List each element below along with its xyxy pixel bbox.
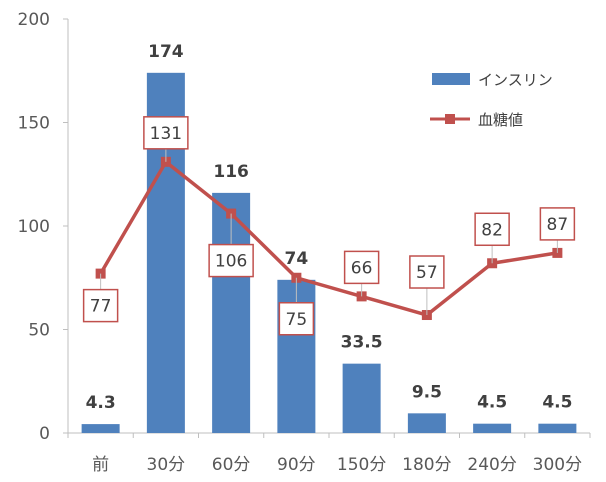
data-labels: 4.3 174 116 74 33.5 9.5 4.5 4.5 77 131 106 75 66 57 82… [82, 42, 576, 413]
x-tick-label: 90分 [277, 455, 316, 475]
y-tick-label: 0 [39, 424, 50, 444]
x-tick-label: 30分 [147, 455, 186, 475]
bar [81, 424, 120, 433]
x-tick-label: 60分 [212, 455, 251, 475]
line-value-box [539, 207, 576, 241]
line-value-box [343, 250, 380, 285]
line-value-box [278, 302, 315, 336]
line-value-label: 77 [90, 297, 112, 317]
x-tick-label: 300分 [533, 455, 582, 475]
legend-label-bar: インスリン [478, 71, 553, 89]
x-tick-label: 前 [92, 455, 109, 475]
bar-value-label: 4.3 [86, 393, 116, 413]
bar-value-label: 174 [148, 42, 184, 62]
legend-label-line: 血糖値 [478, 111, 523, 129]
line-value-label: 87 [547, 215, 569, 235]
bar-value-label: 9.5 [412, 382, 442, 402]
y-tick-label: 100 [18, 217, 50, 237]
line-value-label: 66 [351, 258, 373, 278]
x-tick-label: 150分 [337, 455, 386, 475]
line-value-label: 131 [150, 124, 182, 144]
x-tick-label: 180分 [402, 455, 451, 475]
legend-marker-line [445, 114, 455, 124]
bar-value-label: 74 [285, 249, 309, 269]
axes: 0 50 100 150 200 前 30分 60分 90分 150分 180分 240分 300分 [18, 10, 591, 475]
y-tick-label: 50 [28, 321, 50, 341]
bar [473, 423, 512, 433]
legend-swatch-bar [432, 73, 470, 85]
line-value-box [474, 212, 510, 247]
line-value-label: 106 [215, 252, 247, 272]
y-tick-label: 150 [18, 114, 50, 134]
bar [538, 423, 577, 433]
bar-value-label: 116 [213, 162, 249, 182]
bar-value-label: 4.5 [477, 393, 507, 413]
line-value-label: 75 [286, 310, 308, 330]
bar-value-label: 4.5 [542, 393, 572, 413]
line-value-box [143, 116, 189, 150]
line-path [99, 160, 558, 317]
y-tick-label: 200 [18, 10, 50, 30]
x-tick-label: 240分 [467, 455, 516, 475]
bar [407, 413, 446, 433]
line-value-label: 82 [481, 220, 503, 240]
line-value-box [82, 288, 119, 323]
line-value-box [208, 243, 254, 278]
line-value-box [409, 255, 445, 289]
bar-value-label: 33.5 [341, 333, 383, 353]
line-value-label: 57 [416, 263, 438, 283]
bar [342, 363, 381, 433]
